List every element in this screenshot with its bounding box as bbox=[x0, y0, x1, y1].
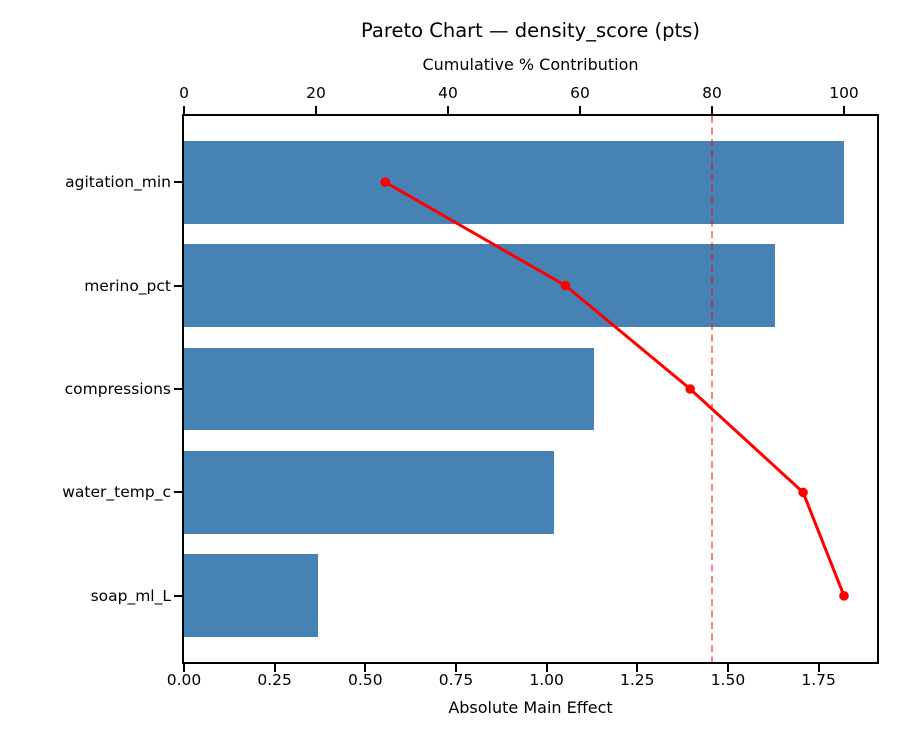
y-tick-soap_ml_L bbox=[174, 594, 182, 597]
top-tick-20 bbox=[315, 106, 317, 114]
y-tick-water_temp_c bbox=[174, 491, 182, 494]
y-tick-agitation_min bbox=[174, 181, 182, 184]
cumulative-marker-agitation_min bbox=[380, 177, 391, 187]
top-tick-label-40: 40 bbox=[438, 84, 458, 102]
bottom-tick-1.75 bbox=[817, 664, 820, 672]
pareto-bar-merino_pct bbox=[184, 244, 776, 327]
y-tick-label-merino_pct: merino_pct bbox=[84, 276, 171, 295]
y-tick-compressions bbox=[174, 388, 182, 390]
bottom-tick-label-0.50: 0.50 bbox=[348, 671, 383, 689]
chart-title: Pareto Chart — density_score (pts) bbox=[361, 19, 700, 42]
bottom-tick-0.25 bbox=[273, 664, 276, 672]
top-tick-80 bbox=[711, 106, 713, 114]
cumulative-line-overlay bbox=[380, 116, 849, 662]
bottom-tick-0.50 bbox=[364, 664, 367, 672]
cumulative-marker-water_temp_c bbox=[798, 487, 808, 498]
bottom-tick-label-0.25: 0.25 bbox=[257, 671, 292, 689]
top-tick-0 bbox=[183, 106, 185, 114]
top-tick-label-20: 20 bbox=[306, 84, 326, 102]
top-tick-100 bbox=[843, 106, 845, 114]
bottom-tick-1.50 bbox=[726, 664, 729, 672]
top-tick-60 bbox=[579, 106, 581, 114]
top-tick-label-80: 80 bbox=[702, 84, 722, 102]
bottom-tick-label-1.50: 1.50 bbox=[710, 671, 746, 689]
bottom-tick-label-1.00: 1.00 bbox=[529, 671, 564, 689]
cumulative-marker-merino_pct bbox=[560, 280, 571, 291]
bottom-tick-0.00 bbox=[183, 664, 185, 672]
bottom-axis-label: Absolute Main Effect bbox=[448, 698, 613, 717]
y-tick-label-soap_ml_L: soap_ml_L bbox=[90, 586, 171, 605]
y-tick-label-compressions: compressions bbox=[64, 380, 171, 398]
pareto-bar-compressions bbox=[184, 347, 594, 431]
bottom-tick-label-1.75: 1.75 bbox=[801, 671, 836, 689]
top-axis-label: Cumulative % Contribution bbox=[422, 55, 639, 74]
bottom-tick-1.00 bbox=[545, 664, 548, 672]
y-tick-label-water_temp_c: water_temp_c bbox=[62, 483, 171, 502]
pareto-bar-water_temp_c bbox=[184, 451, 554, 534]
top-tick-label-100: 100 bbox=[829, 84, 859, 102]
bottom-tick-1.25 bbox=[636, 664, 639, 672]
bottom-tick-0.75 bbox=[454, 664, 457, 672]
y-tick-merino_pct bbox=[174, 284, 182, 287]
bottom-tick-label-1.25: 1.25 bbox=[620, 671, 655, 689]
bottom-tick-label-0.75: 0.75 bbox=[438, 671, 474, 689]
pareto-bar-soap_ml_L bbox=[184, 554, 319, 638]
cumulative-line bbox=[383, 180, 846, 598]
y-tick-label-agitation_min: agitation_min bbox=[65, 173, 171, 192]
cumulative-marker-soap_ml_L bbox=[839, 591, 849, 601]
top-tick-label-0: 0 bbox=[179, 84, 189, 102]
top-tick-40 bbox=[447, 106, 449, 114]
pareto-bar-agitation_min bbox=[184, 140, 844, 224]
top-tick-label-60: 60 bbox=[570, 84, 590, 102]
plot-area bbox=[174, 106, 879, 672]
cumulative-marker-compressions bbox=[685, 384, 696, 394]
bottom-tick-label-0.00: 0.00 bbox=[166, 671, 202, 689]
